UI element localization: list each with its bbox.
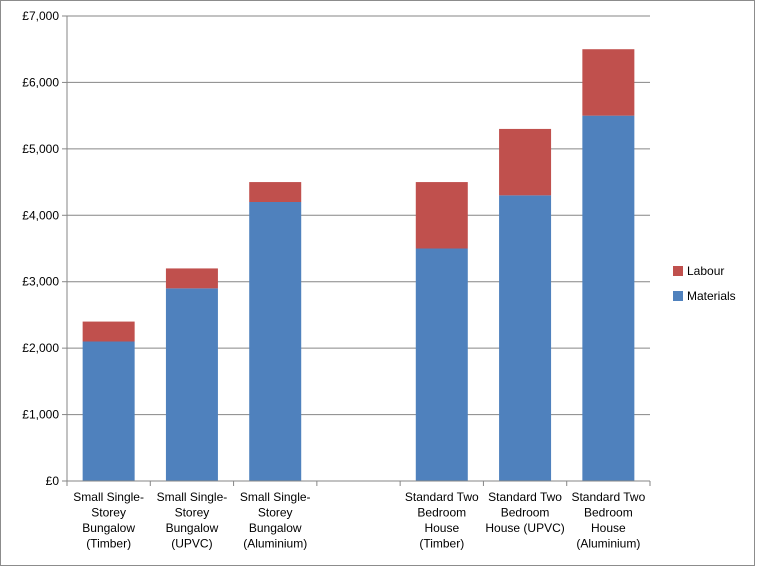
x-tick-label: Bungalow (166, 521, 219, 535)
bar-materials (82, 341, 135, 481)
x-tick-label: House (UPVC) (485, 521, 564, 535)
x-tick-label: Storey (175, 506, 210, 520)
x-tick-label: Standard Two (571, 490, 645, 504)
legend-label-materials: Materials (687, 289, 736, 303)
bar-labour (499, 128, 552, 196)
x-tick-label: Bedroom (417, 506, 466, 520)
bar-materials (165, 288, 218, 481)
legend: Labour Materials (673, 264, 736, 303)
x-tick-label: Storey (258, 506, 293, 520)
bar-labour (415, 182, 468, 249)
chart-frame: £0 £1,000 £2,000 £3,000 £4,000 £5,000 £6,000 £7… (0, 0, 755, 566)
x-tick-label: Small Single- (73, 490, 144, 504)
x-tick-labels: Small Single-StoreyBungalow(Timber)Small… (73, 490, 645, 551)
x-tick-label: Bedroom (501, 506, 550, 520)
x-tick-label: Standard Two (488, 490, 562, 504)
y-tick-label: £6,000 (22, 75, 59, 89)
bar-labour (165, 268, 218, 289)
y-tick-label: £1,000 (22, 408, 59, 422)
x-tick-label: (Aluminium) (243, 537, 307, 551)
x-tick-label: (Timber) (86, 537, 131, 551)
bar-labour (82, 321, 135, 342)
legend-swatch-materials (673, 291, 683, 301)
x-tick-label: (Timber) (419, 537, 464, 551)
x-tick-label: (Aluminium) (576, 537, 640, 551)
x-tick-label: House (424, 521, 459, 535)
legend-swatch-labour (673, 266, 683, 276)
x-tick-label: Bungalow (82, 521, 135, 535)
bar-materials (499, 195, 552, 481)
x-tick-label: Storey (91, 506, 126, 520)
x-tick-label: Bedroom (584, 506, 633, 520)
x-tick-label: House (591, 521, 626, 535)
x-tick-label: Bungalow (249, 521, 302, 535)
axes (62, 15, 651, 486)
bar-labour (249, 182, 302, 202)
bar-materials (415, 248, 468, 481)
y-tick-label: £2,000 (22, 341, 59, 355)
x-tick-label: Standard Two (405, 490, 479, 504)
y-tick-label: £3,000 (22, 275, 59, 289)
y-tick-label: £4,000 (22, 208, 59, 222)
y-tick-label: £0 (46, 474, 60, 488)
bar-labour (582, 49, 635, 116)
x-tick-label: (UPVC) (171, 537, 212, 551)
gridlines (67, 15, 650, 416)
y-tick-label: £7,000 (22, 9, 59, 23)
bar-materials (582, 115, 635, 482)
x-tick-label: Small Single- (240, 490, 311, 504)
y-tick-label: £5,000 (22, 142, 59, 156)
legend-label-labour: Labour (687, 264, 724, 278)
bar-materials (249, 202, 302, 481)
y-tick-labels: £0 £1,000 £2,000 £3,000 £4,000 £5,000 £6,000 £7… (22, 9, 59, 488)
bars (82, 49, 635, 482)
stacked-bar-chart: £0 £1,000 £2,000 £3,000 £4,000 £5,000 £6,000 £7… (22, 9, 736, 551)
x-tick-label: Small Single- (157, 490, 228, 504)
